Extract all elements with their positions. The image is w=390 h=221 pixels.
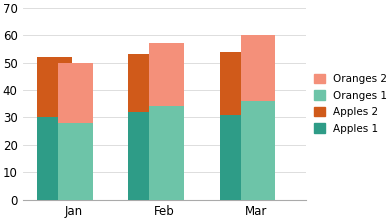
Bar	[241, 101, 275, 200]
Bar	[220, 52, 254, 115]
Bar	[37, 117, 72, 200]
Legend: Oranges 2, Oranges 1, Apples 2, Apples 1: Oranges 2, Oranges 1, Apples 2, Apples 1	[314, 74, 387, 133]
Bar	[58, 123, 92, 200]
Bar	[128, 54, 163, 112]
Bar	[149, 43, 184, 107]
Bar	[58, 63, 92, 123]
Bar	[37, 57, 72, 117]
Bar	[220, 115, 254, 200]
Bar	[128, 112, 163, 200]
Bar	[241, 35, 275, 101]
Bar	[149, 107, 184, 200]
